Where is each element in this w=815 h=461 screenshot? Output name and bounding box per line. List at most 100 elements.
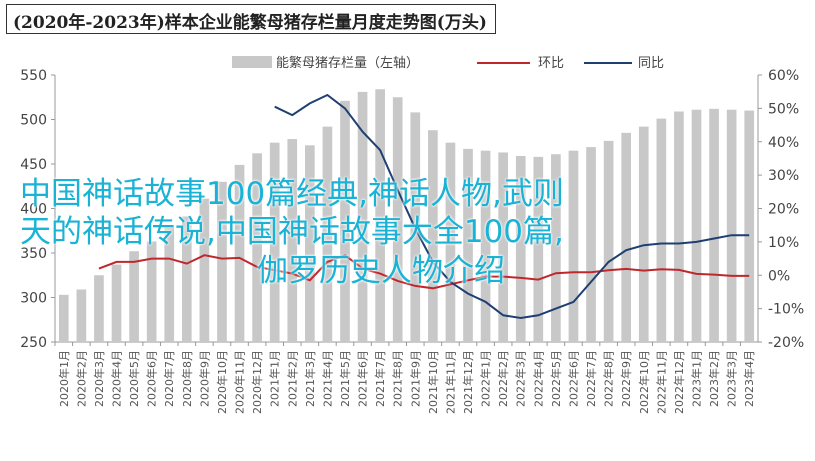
legend: 能繁母猪存栏量（左轴） 环比 同比 [232, 55, 664, 71]
x-tick-label: 2021年1月 [268, 350, 282, 407]
x-tick-label: 2020年3月 [92, 350, 106, 407]
legend-label-bar: 能繁母猪存栏量（左轴） [276, 55, 419, 71]
bar [340, 100, 350, 342]
right-tick-label: 0% [768, 268, 790, 284]
legend-label-mom: 环比 [538, 56, 564, 71]
overlay-text-line-1: 中国神话故事100篇经典,神话人物,武则 [20, 176, 564, 212]
mom-line [98, 254, 750, 290]
x-tick-label: 2020年9月 [197, 350, 211, 407]
x-tick-label: 2023年2月 [707, 350, 721, 407]
bar [709, 108, 719, 342]
right-tick-label: -10% [768, 302, 804, 318]
x-tick-label: 2021年2月 [285, 350, 299, 407]
x-tick-label: 2022年8月 [602, 350, 616, 407]
bar [58, 294, 69, 342]
x-tick-label: 2022年6月 [566, 350, 580, 407]
bar [129, 251, 139, 342]
x-tick-label: 2021年6月 [356, 350, 370, 407]
left-tick-label: 450 [20, 157, 47, 173]
x-tick-label: 2020年2月 [74, 350, 88, 407]
left-tick-label: 550 [20, 68, 47, 84]
x-tick-label: 2021年12月 [461, 350, 475, 414]
legend-label-yoy: 同比 [638, 56, 664, 71]
bar [305, 145, 315, 342]
bar [463, 148, 473, 342]
x-tick-label: 2020年8月 [180, 350, 194, 407]
bar [269, 142, 280, 342]
right-tick-label: 60% [768, 68, 799, 84]
x-tick-label: 2022年11月 [654, 350, 668, 414]
x-tick-label: 2023年3月 [725, 350, 739, 407]
x-tick-label: 2022年1月 [479, 350, 493, 407]
line-series [98, 93, 750, 320]
bar [480, 150, 491, 342]
x-tick-label: 2020年1月 [57, 350, 71, 407]
bar [445, 142, 456, 342]
x-tick-label: 2020年4月 [110, 350, 124, 407]
x-tick-label: 2021年5月 [338, 350, 352, 407]
x-tick-label: 2022年5月 [549, 350, 563, 407]
left-tick-label: 500 [20, 113, 47, 129]
x-tick-label: 2020年10月 [215, 350, 229, 414]
x-tick-label: 2020年6月 [145, 350, 159, 407]
chart-title: (2020年-2023年)样本企业能繁母猪存栏量月度走势图(万头) [6, 4, 496, 34]
x-tick-label: 2023年4月 [742, 350, 756, 407]
x-tick-label: 2022年4月 [531, 350, 545, 407]
x-tick-label: 2021年7月 [373, 350, 387, 407]
x-tick-label: 2021年3月 [303, 350, 317, 407]
bar [181, 216, 192, 342]
right-tick-label: 20% [768, 202, 799, 218]
bar [392, 97, 403, 342]
x-tick-label: 2020年11月 [233, 350, 247, 414]
x-tick-label: 2021年4月 [320, 350, 334, 407]
bar [533, 156, 544, 342]
bar [76, 289, 87, 342]
right-tick-label: 10% [768, 235, 799, 251]
legend-swatch-bar [232, 56, 272, 68]
bar [428, 130, 438, 342]
bar [322, 126, 333, 343]
right-tick-label: 40% [768, 135, 799, 151]
left-tick-label: 300 [20, 291, 47, 307]
bar [744, 110, 755, 342]
axes: 250 300 350 400 450 500 550 -20% -10% 0% 10% 20% 30%… [20, 68, 804, 414]
bar [674, 111, 684, 343]
bar [111, 264, 122, 342]
bar [498, 152, 508, 342]
bar [146, 241, 157, 342]
left-tick-label: 350 [20, 246, 47, 262]
bar [603, 140, 614, 342]
overlay-text-line-3: 伽罗历史人物介绍 [257, 253, 505, 289]
bar [357, 91, 368, 342]
right-tick-label: -20% [768, 335, 804, 351]
x-tick-label: 2022年2月 [496, 350, 510, 407]
bar [515, 155, 526, 342]
bar [234, 164, 245, 342]
bar [638, 126, 649, 343]
x-tick-label: 2021年8月 [391, 350, 405, 407]
bar [217, 181, 227, 342]
bar [691, 109, 702, 343]
bar [252, 153, 262, 342]
x-tick-label: 2021年9月 [408, 350, 422, 407]
overlay-text-line-2: 天的神话传说,中国神话故事大全100篇, [20, 214, 564, 250]
yoy-line [274, 93, 750, 320]
x-tick-label: 2022年10月 [637, 350, 651, 414]
bar [375, 89, 385, 343]
x-tick-label: 2022年9月 [619, 350, 633, 407]
x-tick-label: 2020年7月 [162, 350, 176, 407]
left-tick-label: 250 [20, 335, 47, 351]
x-tick-label: 2023年1月 [689, 350, 703, 407]
x-tick-label: 2021年11月 [443, 350, 457, 414]
bar [199, 198, 210, 342]
right-tick-label: 50% [768, 101, 799, 117]
bar [568, 150, 579, 342]
x-tick-label: 2022年12月 [672, 350, 686, 414]
bar [94, 275, 104, 342]
bar [287, 139, 298, 342]
x-tick-label: 2022年7月 [584, 350, 598, 407]
bar [621, 132, 632, 342]
bar [551, 154, 561, 342]
bar [164, 226, 175, 342]
